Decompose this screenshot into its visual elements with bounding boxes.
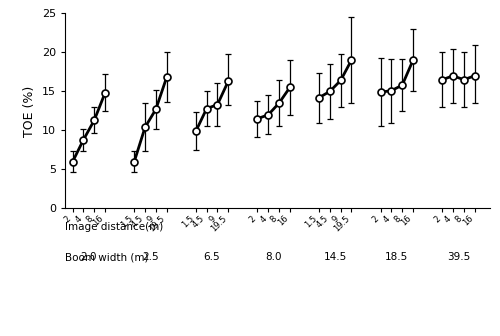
Text: 8.0: 8.0	[266, 252, 282, 262]
Text: Image distance(m): Image distance(m)	[65, 222, 163, 232]
Text: 6.5: 6.5	[204, 252, 220, 262]
Text: Boom width (m): Boom width (m)	[65, 252, 148, 262]
Y-axis label: TOE (%): TOE (%)	[24, 85, 36, 136]
Text: 39.5: 39.5	[447, 252, 470, 262]
Text: 14.5: 14.5	[324, 252, 347, 262]
Text: 2.0: 2.0	[80, 252, 97, 262]
Text: 18.5: 18.5	[385, 252, 408, 262]
Text: 2.5: 2.5	[142, 252, 159, 262]
